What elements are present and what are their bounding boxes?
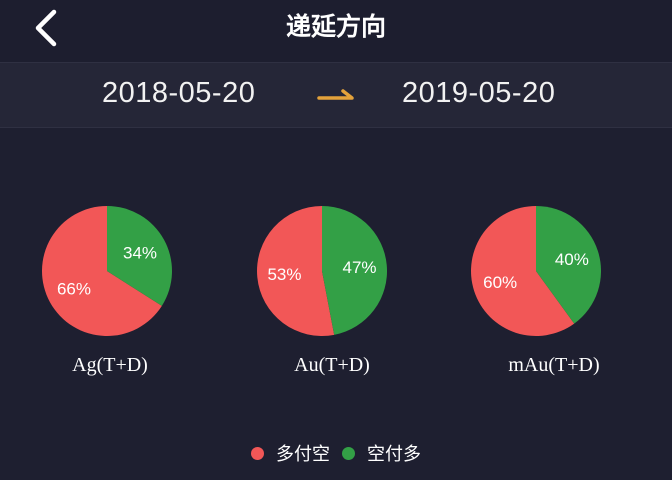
- legend-label: 空付多: [367, 444, 421, 465]
- chart-label-ag: Ag(T+D): [72, 354, 148, 376]
- chevron-left-icon: [32, 8, 60, 52]
- legend-dot-green-icon: [342, 446, 355, 460]
- pie-value-green: 34%: [123, 243, 157, 262]
- pie-value-red: 60%: [483, 273, 517, 292]
- legend-item-green: 空付多: [342, 440, 421, 466]
- chart-label-mau: mAu(T+D): [508, 354, 600, 376]
- pie-value-red: 53%: [267, 265, 301, 284]
- start-date[interactable]: 2018-05-20: [102, 77, 256, 109]
- pie-value-green: 40%: [555, 250, 589, 269]
- pie-slice-red: [257, 206, 335, 336]
- legend-label: 多付空: [276, 444, 330, 465]
- page-title: 递延方向: [285, 12, 386, 41]
- pie-slice-green: [107, 206, 172, 306]
- pie-chart-mau: 60% 40%: [471, 206, 601, 336]
- pie-chart-ag: 66% 34%: [42, 206, 172, 336]
- header-bar: 递延方向: [0, 0, 672, 62]
- chart-label-au: Au(T+D): [294, 354, 370, 376]
- arrow-right-icon: [316, 87, 356, 107]
- legend-dot-red-icon: [251, 446, 264, 460]
- back-button[interactable]: [22, 6, 70, 54]
- pie-slice-red: [471, 206, 575, 336]
- end-date[interactable]: 2019-05-20: [402, 77, 556, 109]
- pie-value-green: 47%: [343, 258, 377, 277]
- legend-item-red: 多付空: [251, 440, 330, 466]
- date-range-bar: 2018-05-20 2019-05-20: [0, 62, 672, 128]
- pie-value-red: 66%: [57, 280, 91, 299]
- pie-slice-green: [536, 206, 601, 324]
- pie-slice-green: [322, 206, 387, 335]
- legend: 多付空 空付多: [0, 439, 672, 467]
- pie-slice-red: [42, 206, 162, 336]
- pie-chart-au: 53% 47%: [257, 206, 387, 336]
